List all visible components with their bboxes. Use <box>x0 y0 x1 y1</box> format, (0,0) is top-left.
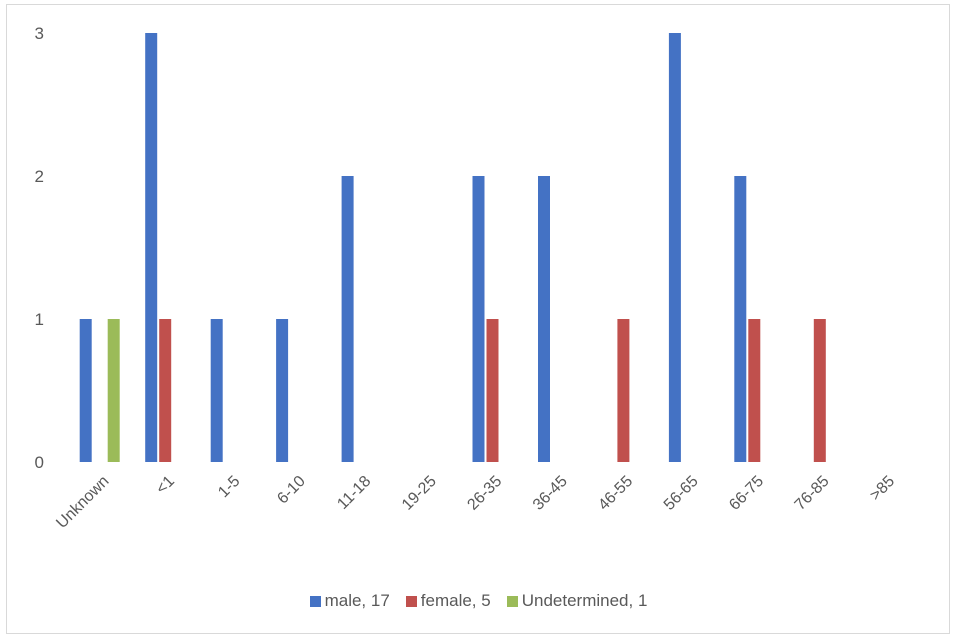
legend-entry: male, 17 <box>309 591 390 611</box>
y-tick-label: 2 <box>35 167 44 186</box>
x-tick-label: 26-35 <box>464 473 505 514</box>
y-tick-label: 3 <box>35 24 44 43</box>
y-tick-label: 0 <box>35 453 44 472</box>
x-tick-label: 11-18 <box>334 473 374 513</box>
legend-entry: Undetermined, 1 <box>506 591 648 611</box>
legend-swatch <box>506 595 518 607</box>
bar-male-36-45 <box>538 176 550 462</box>
bar-female-66-75 <box>748 319 761 462</box>
bar-female-46-55 <box>617 319 630 462</box>
bar-male-<1 <box>145 33 158 462</box>
x-tick-label: 66-75 <box>726 473 767 514</box>
legend-label: Undetermined, 1 <box>521 591 648 610</box>
x-tick-label: Unknown <box>53 473 112 532</box>
legend-label: male, 17 <box>324 591 390 610</box>
bar-female-26-35 <box>486 319 499 462</box>
bar-male-56-65 <box>668 33 681 462</box>
bar-female-<1 <box>159 319 172 462</box>
x-tick-label: 1-5 <box>215 473 243 501</box>
legend-swatch <box>309 595 321 607</box>
bar-male-66-75 <box>734 176 747 462</box>
y-tick-label: 1 <box>35 310 44 329</box>
x-tick-label: 56-65 <box>661 473 702 514</box>
x-tick-label: 19-25 <box>399 473 440 514</box>
x-axis-ticks: Unknown <1 1-5 6-10 11-18 19-25 26-35 36-45 46-5… <box>53 473 898 532</box>
y-axis-ticks: 0 1 2 3 <box>35 24 44 472</box>
bars <box>79 33 826 462</box>
legend-label: female, 5 <box>420 591 491 610</box>
legend-entry: female, 5 <box>405 591 491 611</box>
legend-swatch <box>405 595 417 607</box>
x-tick-label: >85 <box>867 473 898 504</box>
bar-female-76-85 <box>813 319 826 462</box>
x-tick-label: 36-45 <box>530 473 571 514</box>
bar-male-11-18 <box>341 176 354 462</box>
bar-male-26-35 <box>472 176 485 462</box>
bar-male-1-5 <box>210 319 223 462</box>
x-tick-label: 6-10 <box>274 473 309 508</box>
x-tick-label: <1 <box>153 473 178 498</box>
x-tick-label: 76-85 <box>792 473 833 514</box>
bar-undetermined-Unknown <box>107 319 120 462</box>
legend: male, 17 female, 5 Undetermined, 1 <box>0 588 957 614</box>
bar-male-Unknown <box>79 319 92 462</box>
bar-male-6-10 <box>276 319 289 462</box>
x-tick-label: 46-55 <box>595 473 636 514</box>
